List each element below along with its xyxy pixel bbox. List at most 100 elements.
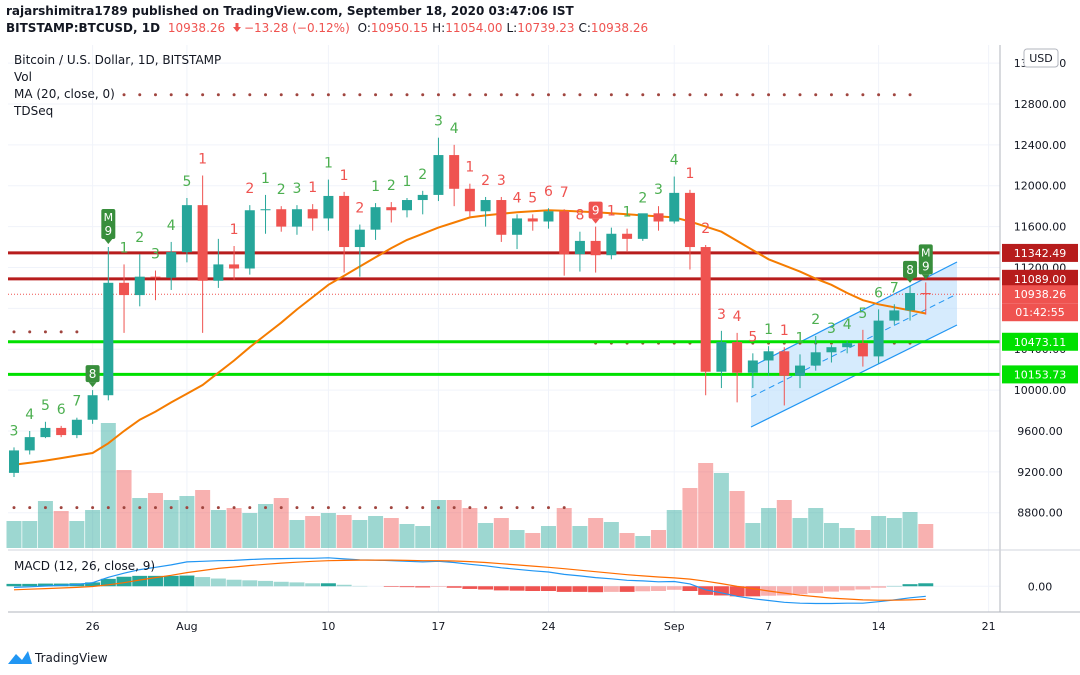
macd-histogram: [242, 580, 258, 587]
candle-body: [103, 282, 114, 396]
candle-body: [574, 240, 585, 255]
volume-bar: [493, 518, 509, 548]
macd-histogram: [713, 586, 729, 596]
macd-histogram: [493, 586, 509, 591]
candle-body: [197, 205, 208, 281]
ohlc-label: O:: [357, 21, 371, 35]
ohlc-value: 11054.00: [445, 21, 503, 35]
td-count: 2: [638, 190, 647, 206]
candle-body: [323, 195, 334, 219]
macd-histogram: [163, 575, 179, 587]
td-count: 3: [827, 321, 836, 337]
line-price-label-bg: [1002, 243, 1078, 262]
y-tick-label: 9600.00: [1017, 425, 1063, 438]
td-count: 2: [701, 221, 710, 237]
volume-bar: [22, 521, 38, 548]
td-count: 4: [843, 317, 852, 333]
macd-histogram: [509, 586, 525, 591]
y-tick-label: 10000.00: [1014, 384, 1067, 397]
x-tick-label: 7: [765, 620, 772, 633]
td-count: 3: [654, 182, 663, 198]
macd-histogram: [556, 586, 572, 592]
candle-body: [889, 310, 900, 321]
macd-tick-label: 0.00: [1028, 580, 1053, 593]
candle-body: [543, 211, 554, 222]
volume-bar: [682, 488, 698, 548]
td-count: 8: [89, 367, 97, 381]
volume-bar: [399, 524, 415, 548]
td-count: 2: [418, 167, 427, 183]
line-price-label: 11342.49: [1014, 247, 1067, 260]
volume-bar: [462, 508, 478, 548]
macd-histogram: [823, 586, 839, 592]
volume-bar: [289, 520, 305, 548]
macd-histogram: [855, 586, 871, 590]
last-price: 10938.26: [167, 21, 226, 35]
macd-histogram: [226, 579, 242, 587]
macd-histogram: [6, 583, 22, 587]
candle-body: [795, 365, 805, 376]
macd-histogram: [666, 586, 682, 590]
volume-bar: [666, 510, 682, 548]
x-tick-label: 17: [431, 620, 445, 633]
td-count: 8: [575, 208, 584, 224]
td-count: 6: [57, 402, 66, 418]
macd-histogram: [273, 581, 289, 587]
ohlc-label: L:: [506, 21, 518, 35]
td-count: 5: [748, 329, 757, 345]
chart-title: Bitcoin / U.S. Dollar, 1D, BITSTAMP: [14, 53, 221, 67]
macd-histogram: [210, 578, 226, 587]
candle-body: [433, 155, 444, 195]
line-price-label-bg: [1002, 365, 1078, 384]
volume-bar: [886, 518, 902, 548]
macd-histogram: [619, 586, 635, 592]
macd-histogram: [147, 575, 163, 587]
candle-body: [606, 233, 617, 256]
td-count: 7: [72, 394, 81, 410]
candle-body: [716, 342, 727, 372]
y-tick-label: 12000.00: [1014, 180, 1067, 193]
td-count: 3: [151, 247, 160, 263]
volume-bar: [918, 524, 934, 548]
line-price-label: 10153.73: [1014, 368, 1067, 381]
line-price-label: 11089.00: [1014, 273, 1067, 286]
macd-histogram: [116, 576, 132, 587]
volume-bar: [430, 500, 446, 548]
td-count: 3: [497, 173, 506, 189]
macd-histogram: [792, 586, 808, 595]
x-tick-label: 10: [321, 620, 335, 633]
td-count: 1: [796, 330, 805, 346]
signal-line: [13, 559, 926, 601]
td-count: 1: [623, 205, 632, 221]
line-price-label-bg: [1002, 269, 1078, 288]
macd-histogram: [588, 586, 604, 593]
ma-line: [13, 209, 926, 466]
candle-body: [71, 419, 82, 436]
candle-body: [276, 209, 287, 227]
macd-line: [13, 557, 926, 605]
x-tick-label: Sep: [664, 620, 685, 633]
volume-bar: [6, 521, 22, 548]
td-count: 9: [104, 224, 112, 238]
currency-button[interactable]: [1023, 48, 1059, 68]
candle-body: [307, 209, 318, 219]
macd-histogram: [305, 583, 321, 587]
candle-body: [669, 192, 680, 222]
x-tick-label: 24: [541, 620, 555, 633]
td-count: 2: [811, 312, 820, 328]
td-count: 1: [465, 160, 474, 176]
volume-bar: [635, 536, 651, 548]
candle-body: [779, 351, 790, 376]
candle-body: [857, 343, 868, 357]
macd-histogram: [446, 586, 462, 588]
td-count: 3: [434, 114, 443, 130]
currency[interactable]: USD: [1029, 52, 1053, 65]
td-count: 1: [403, 174, 412, 190]
volume-bar: [729, 491, 745, 548]
td-count: 6: [544, 184, 553, 200]
volume-bar: [588, 518, 604, 548]
td-count: 8: [906, 263, 914, 277]
candle-body: [842, 343, 853, 348]
candle-body: [763, 351, 774, 361]
volume-bar: [713, 473, 729, 548]
